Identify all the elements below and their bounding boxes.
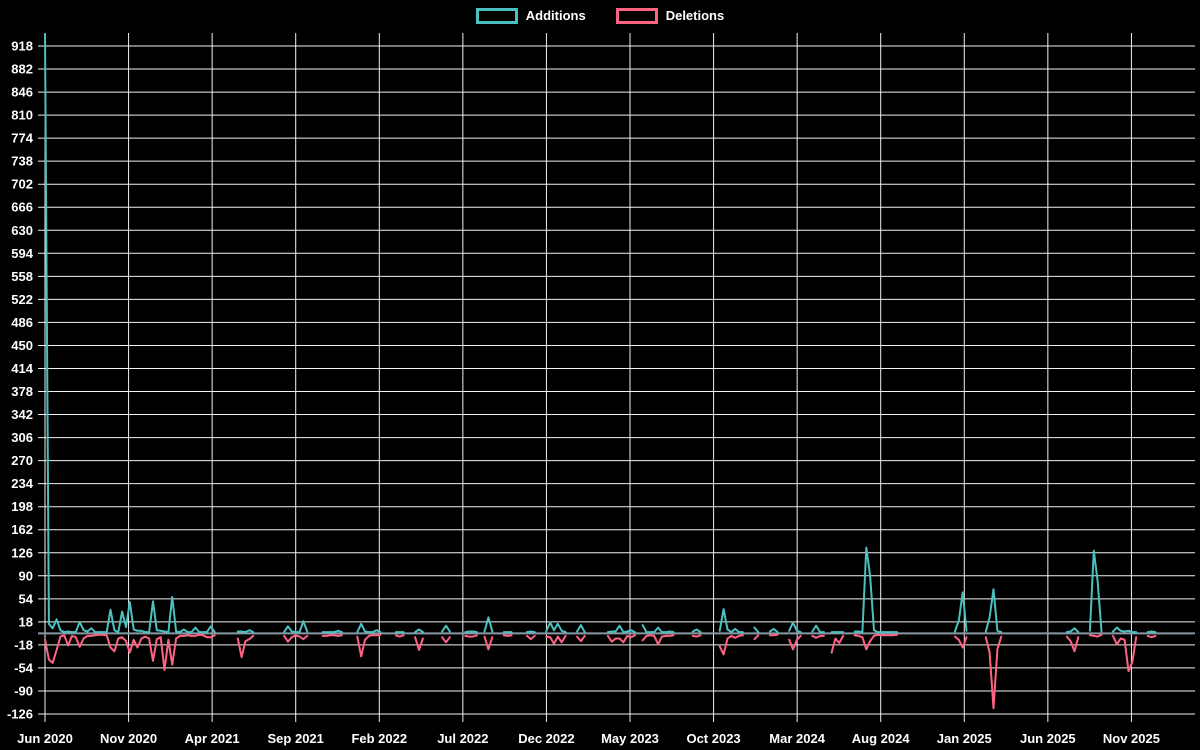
additions-swatch-icon: [475, 8, 518, 24]
y-tick-label: 126: [11, 545, 33, 560]
y-tick-label: 306: [11, 430, 33, 445]
x-tick-label: Nov 2020: [100, 731, 157, 746]
y-tick-label: -18: [14, 637, 33, 652]
y-tick-label: 738: [11, 154, 33, 169]
y-tick-label: 198: [11, 499, 33, 514]
deletions-line: [44, 633, 1157, 710]
deletions-swatch-icon: [615, 8, 658, 24]
x-grid: Jun 2020 Nov 2020 Apr 2021 Sep 2021 Feb 2022…: [17, 33, 1160, 746]
y-tick-label: 234: [11, 476, 33, 491]
y-tick-label: 918: [11, 39, 33, 54]
y-tick-label: 450: [11, 338, 33, 353]
chart-legend: Additions Deletions: [0, 6, 1200, 26]
y-tick-label: 90: [19, 568, 33, 583]
y-tick-label: 414: [11, 361, 33, 376]
y-tick-label: 558: [11, 269, 33, 284]
y-tick-label: 810: [11, 108, 33, 123]
y-tick-label: 846: [11, 85, 33, 100]
y-tick-label: -126: [7, 707, 33, 722]
y-tick-label: -54: [14, 660, 34, 675]
y-tick-label: -90: [14, 683, 33, 698]
y-tick-label: 630: [11, 223, 33, 238]
y-grid: 918 882 846 810 774 738 702 666 630 594 558 522 486 4…: [7, 39, 1195, 722]
x-tick-label: Oct 2023: [686, 731, 740, 746]
legend-item-additions[interactable]: Additions: [475, 6, 586, 26]
x-tick-label: May 2023: [601, 731, 659, 746]
y-tick-label: 378: [11, 384, 33, 399]
y-tick-label: 18: [19, 614, 33, 629]
y-tick-label: 486: [11, 315, 33, 330]
x-tick-label: Aug 2024: [852, 731, 911, 746]
x-tick-label: Mar 2024: [769, 731, 825, 746]
x-tick-label: Jan 2025: [937, 731, 992, 746]
x-tick-label: Jul 2022: [437, 731, 488, 746]
y-tick-label: 270: [11, 453, 33, 468]
y-tick-label: 162: [11, 522, 33, 537]
y-tick-label: 54: [19, 591, 34, 606]
y-tick-label: 882: [11, 62, 33, 77]
y-tick-label: 594: [11, 246, 33, 261]
x-tick-label: Feb 2022: [351, 731, 407, 746]
x-tick-label: Sep 2021: [268, 731, 324, 746]
y-tick-label: 342: [11, 407, 33, 422]
y-tick-label: 702: [11, 177, 33, 192]
legend-item-deletions[interactable]: Deletions: [615, 6, 725, 26]
x-tick-label: Apr 2021: [185, 731, 240, 746]
x-tick-label: Jun 2025: [1020, 731, 1076, 746]
additions-line: [44, 33, 1157, 634]
x-tick-label: Dec 2022: [518, 731, 574, 746]
legend-label-additions: Additions: [525, 8, 586, 23]
legend-label-deletions: Deletions: [665, 8, 725, 23]
x-tick-label: Jun 2020: [17, 731, 73, 746]
y-tick-label: 522: [11, 292, 33, 307]
x-tick-label: Nov 2025: [1103, 731, 1160, 746]
y-tick-label: 774: [11, 131, 33, 146]
y-tick-label: 666: [11, 200, 33, 215]
